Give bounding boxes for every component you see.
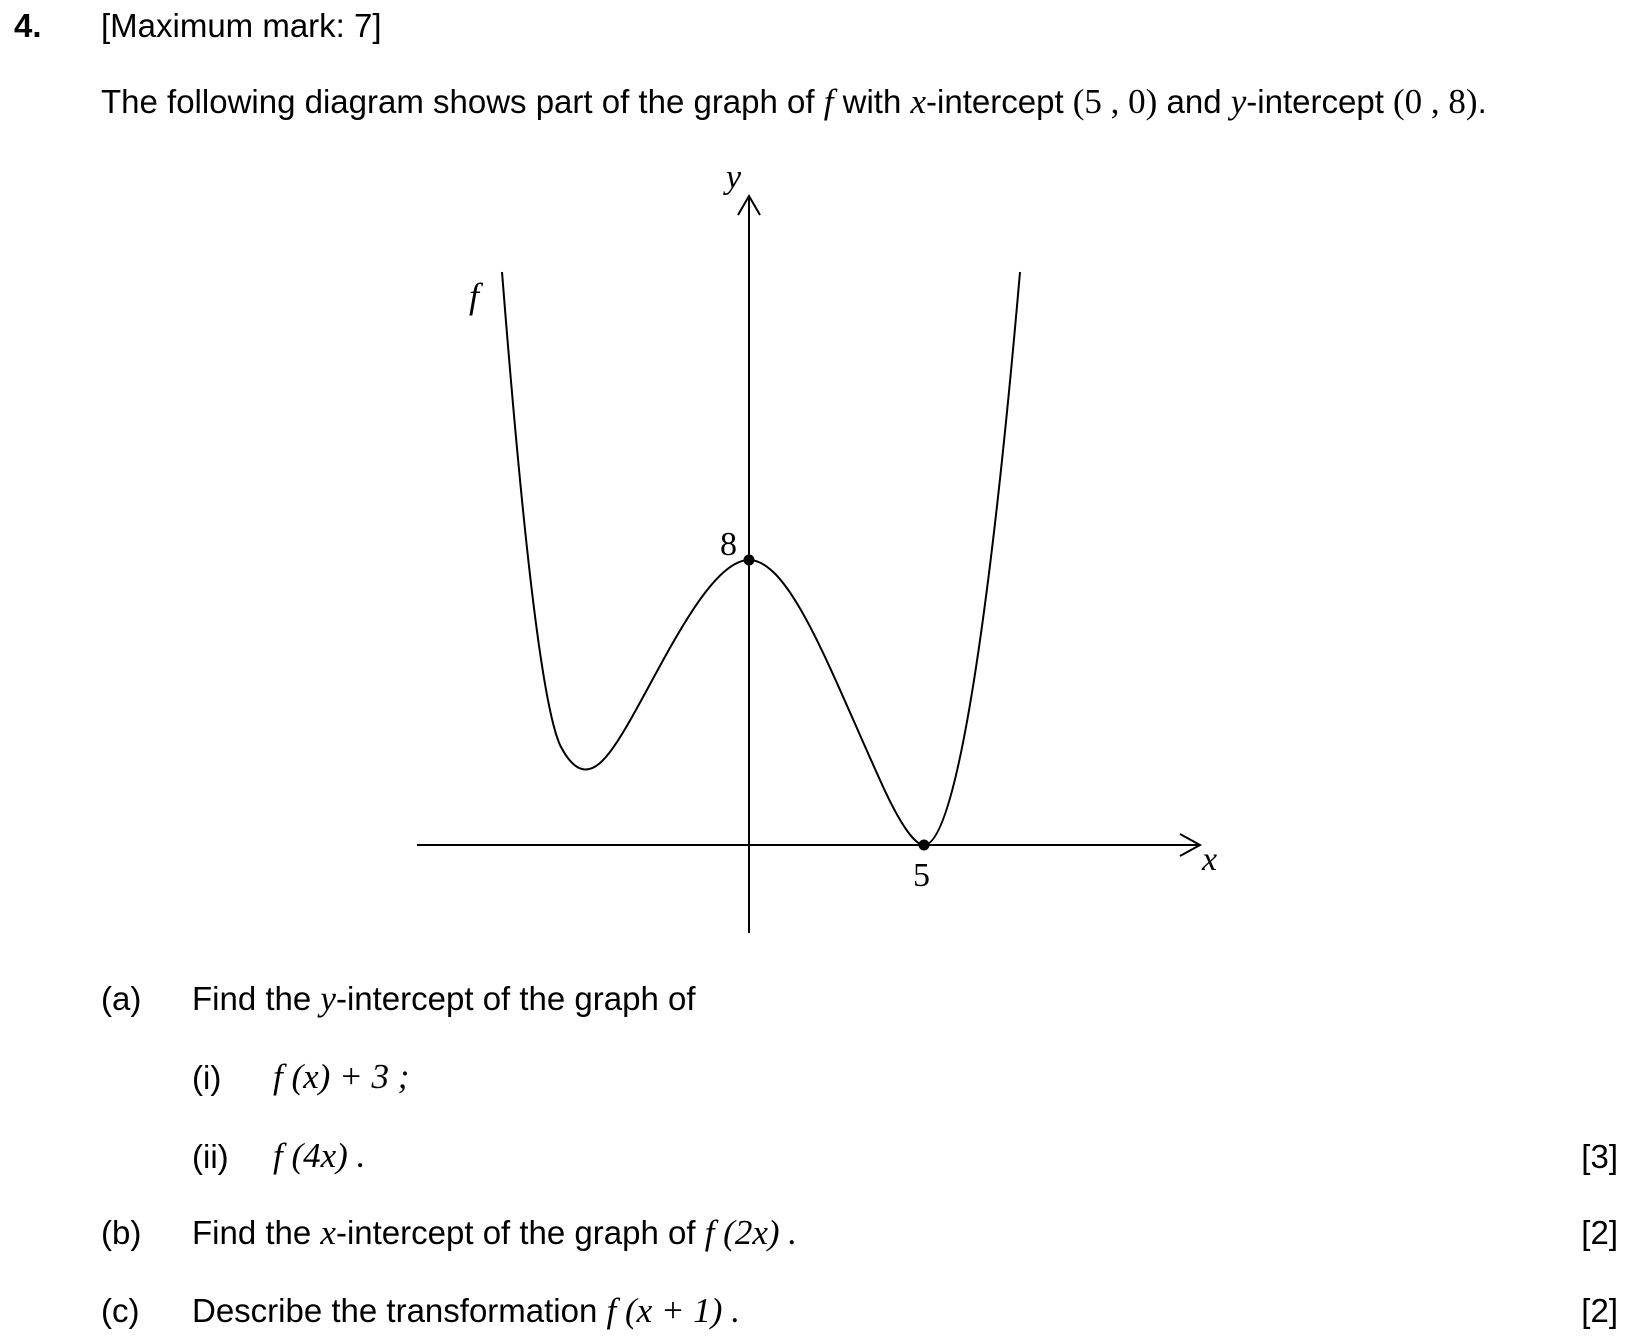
- intro-text-4: and: [1157, 83, 1231, 120]
- question-number: 4.: [14, 7, 42, 44]
- part-c-marks: [2]: [1581, 1292, 1618, 1329]
- intro-function-f: f: [823, 82, 834, 121]
- part-a-text-1: Find the: [192, 980, 321, 1017]
- part-b-text: Find the x-intercept of the graph of f (…: [192, 1213, 797, 1253]
- y-axis-label: y: [723, 159, 742, 196]
- intro-var-x: x: [910, 82, 927, 121]
- part-a-ii-expression: f (4x) .: [273, 1136, 366, 1175]
- y-axis-arrowhead: [737, 194, 761, 216]
- intro-text-1: The following diagram shows part of the …: [101, 83, 824, 120]
- question-intro: The following diagram shows part of the …: [101, 82, 1487, 122]
- intro-text-3: -intercept: [926, 83, 1073, 120]
- intro-point-y-intercept: (0 , 8): [1393, 82, 1478, 121]
- y-intercept-label: 8: [720, 526, 737, 563]
- part-c-text-1: Describe the transformation: [192, 1292, 607, 1329]
- intro-var-y: y: [1230, 82, 1247, 121]
- part-c-text: Describe the transformation f (x + 1) .: [192, 1291, 740, 1331]
- part-a-ii-label: (ii): [192, 1138, 229, 1175]
- intro-text-2: with: [833, 83, 911, 120]
- part-a-text: Find the y-intercept of the graph of: [192, 979, 696, 1019]
- x-axis-arrowhead: [1179, 833, 1203, 857]
- part-b-expression: f (2x) .: [704, 1213, 798, 1252]
- part-a-text-2: -intercept of the graph of: [335, 980, 696, 1017]
- max-mark: [Maximum mark: 7]: [101, 7, 382, 44]
- intro-text-5: -intercept: [1246, 83, 1394, 120]
- part-b-text-2: -intercept of the graph of: [335, 1214, 705, 1251]
- part-a-marks: [3]: [1581, 1138, 1618, 1175]
- part-a-i-label: (i): [192, 1059, 222, 1096]
- part-a-label: (a): [101, 980, 142, 1017]
- x-axis-label: x: [1201, 841, 1217, 878]
- curve-label-f: f: [469, 276, 484, 316]
- x-intercept-point: [918, 839, 930, 851]
- part-a-i-expression: f (x) + 3 ;: [273, 1057, 410, 1096]
- part-a-var-y: y: [320, 979, 336, 1018]
- part-c-expression: f (x + 1) .: [606, 1291, 740, 1330]
- y-intercept-point: [743, 554, 755, 566]
- part-b-marks: [2]: [1581, 1214, 1618, 1251]
- part-b-text-1: Find the: [192, 1214, 321, 1251]
- intro-point-x-intercept: (5 , 0): [1072, 82, 1158, 121]
- part-b-label: (b): [101, 1214, 142, 1251]
- x-intercept-label: 5: [913, 857, 930, 894]
- part-b-var-x: x: [320, 1213, 336, 1252]
- part-c-label: (c): [101, 1292, 140, 1329]
- curve-f: [501, 271, 1021, 847]
- intro-text-6: .: [1477, 83, 1487, 120]
